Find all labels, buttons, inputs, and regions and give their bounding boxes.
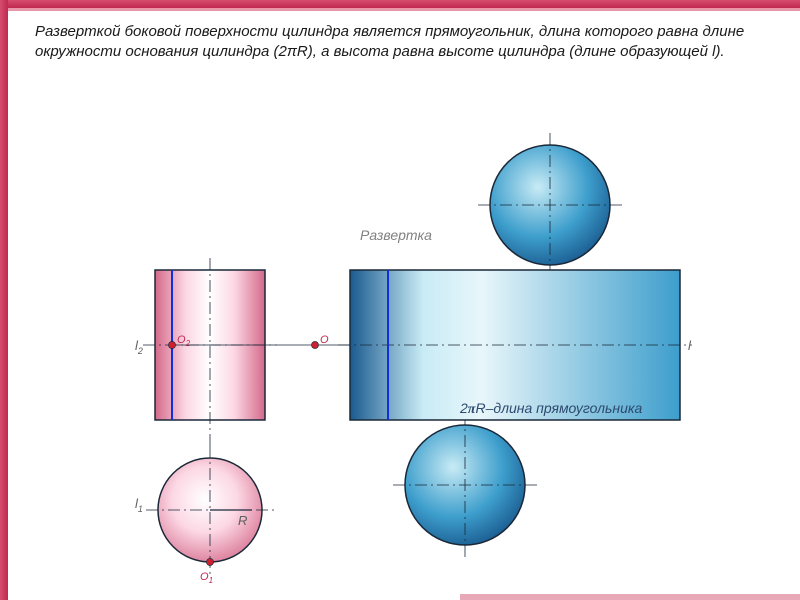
accent-bar-top-light	[0, 8, 800, 11]
description-text: Разверткой боковой поверхности цилиндра …	[35, 22, 780, 63]
point-o1	[207, 559, 214, 566]
point-o2	[169, 342, 176, 349]
label-r: R	[238, 513, 247, 528]
accent-bar-left	[0, 0, 8, 600]
label-o: O	[320, 334, 329, 346]
label-l2: l2	[135, 338, 143, 356]
label-o1: O1	[200, 571, 213, 585]
accent-bar-top	[0, 0, 800, 8]
cylinder-plan-view	[146, 446, 274, 574]
diagram-area: Развертка l2 l1 O2 O O1 R l 2πR–длина пр…	[20, 130, 790, 590]
label-2piR: 2πR–длина прямоугольника	[459, 400, 642, 417]
unfold-circle-top	[478, 133, 622, 277]
unfold-circle-bottom	[393, 413, 537, 557]
label-l1: l1	[135, 496, 143, 514]
diagram-svg: Развертка l2 l1 O2 O O1 R l 2πR–длина пр…	[20, 130, 790, 590]
unfold-rectangle	[338, 270, 692, 420]
label-razvertka: Развертка	[360, 227, 432, 243]
label-l: l	[688, 338, 692, 353]
point-o	[312, 342, 319, 349]
cylinder-front-view	[143, 258, 277, 450]
accent-bar-bottom	[460, 594, 800, 600]
